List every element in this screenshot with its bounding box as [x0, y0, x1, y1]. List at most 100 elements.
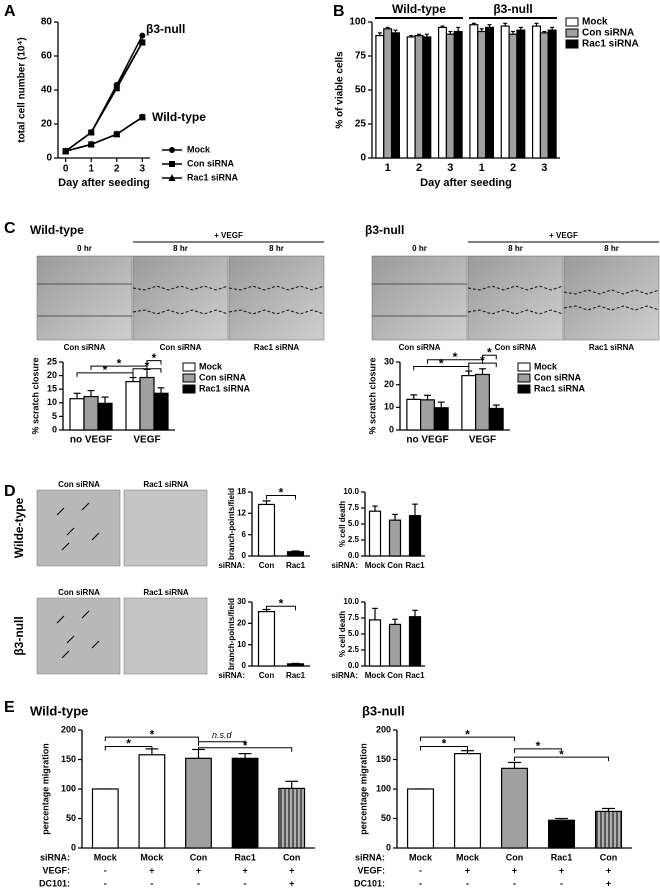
time-label: 8 hr — [173, 244, 188, 253]
bar — [375, 34, 385, 159]
significance-label: * — [150, 727, 155, 741]
time-label: 0 hr — [412, 244, 427, 253]
x-tick-label: 3 — [447, 162, 453, 174]
y-tick-label: 200 — [376, 724, 391, 734]
row-label: siRNA: — [40, 852, 70, 862]
x-tick-label: - — [104, 865, 107, 875]
bar — [368, 619, 382, 667]
y-tick-label: 10 — [47, 397, 57, 407]
x-tick-label: Con — [600, 852, 618, 862]
legend-swatch — [565, 17, 579, 27]
treatment-label: + VEGF — [549, 231, 578, 240]
y-tick-label: 80 — [41, 17, 53, 28]
row-label: siRNA: — [331, 561, 358, 570]
legend-label: Mock — [199, 361, 223, 371]
y-tick-label: 7.5 — [348, 503, 360, 512]
significance-label: * — [465, 727, 470, 741]
legend-label: Mock — [187, 144, 211, 154]
bar — [278, 787, 306, 849]
x-tick-label: Mock — [94, 852, 118, 862]
significance-label: * — [453, 350, 458, 364]
marker — [139, 32, 146, 39]
significance-label: * — [439, 357, 444, 371]
y-tick-label: 40 — [41, 85, 53, 96]
arrow — [81, 502, 90, 511]
y-tick-label: 10 — [237, 640, 246, 649]
y-tick-label: 0 — [386, 842, 391, 852]
legend-label: Rac1 siRNA — [187, 172, 239, 182]
panel-label: B — [333, 3, 345, 20]
arrow — [91, 640, 100, 649]
micrograph — [123, 489, 208, 567]
significance-bracket — [104, 736, 199, 742]
data-line — [65, 35, 143, 152]
x-tick-label: Mock — [409, 852, 433, 862]
x-tick-label: 2 — [510, 162, 516, 174]
x-tick-label: + — [606, 865, 611, 875]
legend-marker — [169, 147, 175, 153]
marker — [138, 38, 146, 46]
legend-label: Con siRNA — [582, 28, 634, 39]
bar — [91, 788, 119, 849]
x-tick-label: no VEGF — [70, 435, 112, 446]
significance-bracket — [420, 736, 515, 742]
bar — [539, 32, 549, 159]
condition-label: Con siRNA — [399, 343, 441, 352]
x-tick-label: - — [513, 878, 516, 888]
x-tick-label: VEGF — [469, 435, 496, 446]
x-tick-label: - — [197, 878, 200, 888]
micrograph — [371, 255, 468, 341]
x-tick-label: Rac1 — [551, 852, 573, 862]
micrograph — [467, 255, 564, 341]
bar — [594, 810, 623, 849]
bar — [445, 33, 455, 159]
legend-swatch — [182, 362, 196, 372]
arrow — [66, 635, 75, 644]
condition-label: Con siRNA — [160, 343, 202, 352]
bar — [406, 788, 435, 849]
y-tick-label: 20 — [47, 370, 57, 380]
y-axis-label: % cell death — [338, 501, 347, 547]
x-tick-label: + — [289, 865, 294, 875]
significance-bracket — [198, 747, 293, 752]
bar — [231, 757, 259, 849]
bar — [453, 30, 463, 159]
x-axis-label: Day after seeding — [420, 177, 512, 189]
chart-title: Wild-type — [30, 703, 88, 718]
y-tick-label: 0 — [242, 551, 247, 560]
significance-label: * — [536, 739, 541, 753]
condition-label: Con siRNA — [64, 343, 106, 352]
data-line — [65, 42, 143, 152]
treatment-label: + VEGF — [214, 231, 243, 240]
significance-bracket — [266, 605, 296, 611]
bar — [408, 616, 422, 667]
significance-bracket — [90, 365, 148, 371]
bar — [433, 407, 449, 431]
x-tick-label: - — [150, 878, 153, 888]
scratch-front — [228, 309, 325, 315]
y-tick-label: 100 — [61, 783, 76, 793]
legend-label: Rac1 siRNA — [582, 39, 639, 50]
significance-label: * — [145, 359, 150, 373]
bar — [185, 757, 212, 849]
x-tick-label: Rac1 — [286, 671, 306, 680]
x-tick-label: + — [289, 878, 294, 888]
x-axis-label: Day after seeding — [58, 177, 150, 189]
x-tick-label: Mock — [365, 671, 386, 680]
significance-label: * — [559, 747, 564, 761]
y-tick-label: 200 — [61, 724, 76, 734]
legend-swatch — [182, 384, 196, 394]
arrow — [66, 527, 75, 536]
bar — [139, 376, 155, 431]
y-tick-label: 0.0 — [348, 661, 360, 670]
x-tick-label: Con — [190, 852, 208, 862]
y-tick-label: 25 — [355, 119, 367, 130]
bar — [257, 503, 276, 557]
arrow — [81, 610, 90, 619]
bar — [388, 519, 402, 557]
marker — [138, 113, 146, 121]
arrow — [61, 650, 70, 659]
panel-label: A — [4, 3, 16, 20]
bar — [500, 767, 529, 849]
